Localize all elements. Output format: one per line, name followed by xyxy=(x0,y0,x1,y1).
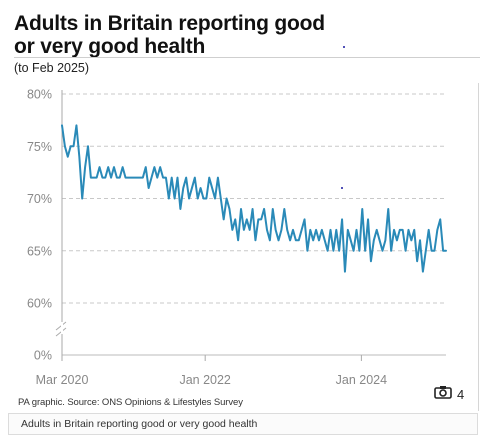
y-tick-label: 65% xyxy=(27,244,52,258)
plot-frame xyxy=(12,83,479,411)
series-line xyxy=(61,124,447,273)
image-caption: Adults in Britain reporting good or very… xyxy=(8,413,478,435)
chart-title: Adults in Britain reporting good or very… xyxy=(14,12,325,58)
axis-break-gap xyxy=(61,323,63,333)
camera-icon xyxy=(434,385,452,404)
x-tick-label: Jan 2022 xyxy=(179,373,230,387)
blue-dot-mark xyxy=(341,187,343,189)
y-tick-label: 70% xyxy=(27,192,52,206)
chart-subtitle: (to Feb 2025) xyxy=(14,61,90,75)
gallery-button[interactable]: 4 xyxy=(434,382,474,406)
x-tick-label: Mar 2020 xyxy=(36,373,89,387)
x-tick-label: Jan 2024 xyxy=(336,373,387,387)
y-tick-label: 75% xyxy=(27,140,52,154)
title-divider xyxy=(14,57,480,58)
y-tick-label: 80% xyxy=(27,88,52,102)
source-note: PA graphic. Source: ONS Opinions & Lifes… xyxy=(18,397,243,408)
y-tick-label: 0% xyxy=(34,349,52,363)
blue-dot-mark xyxy=(343,46,345,48)
gallery-count: 4 xyxy=(457,386,465,402)
y-tick-label: 60% xyxy=(27,297,52,311)
